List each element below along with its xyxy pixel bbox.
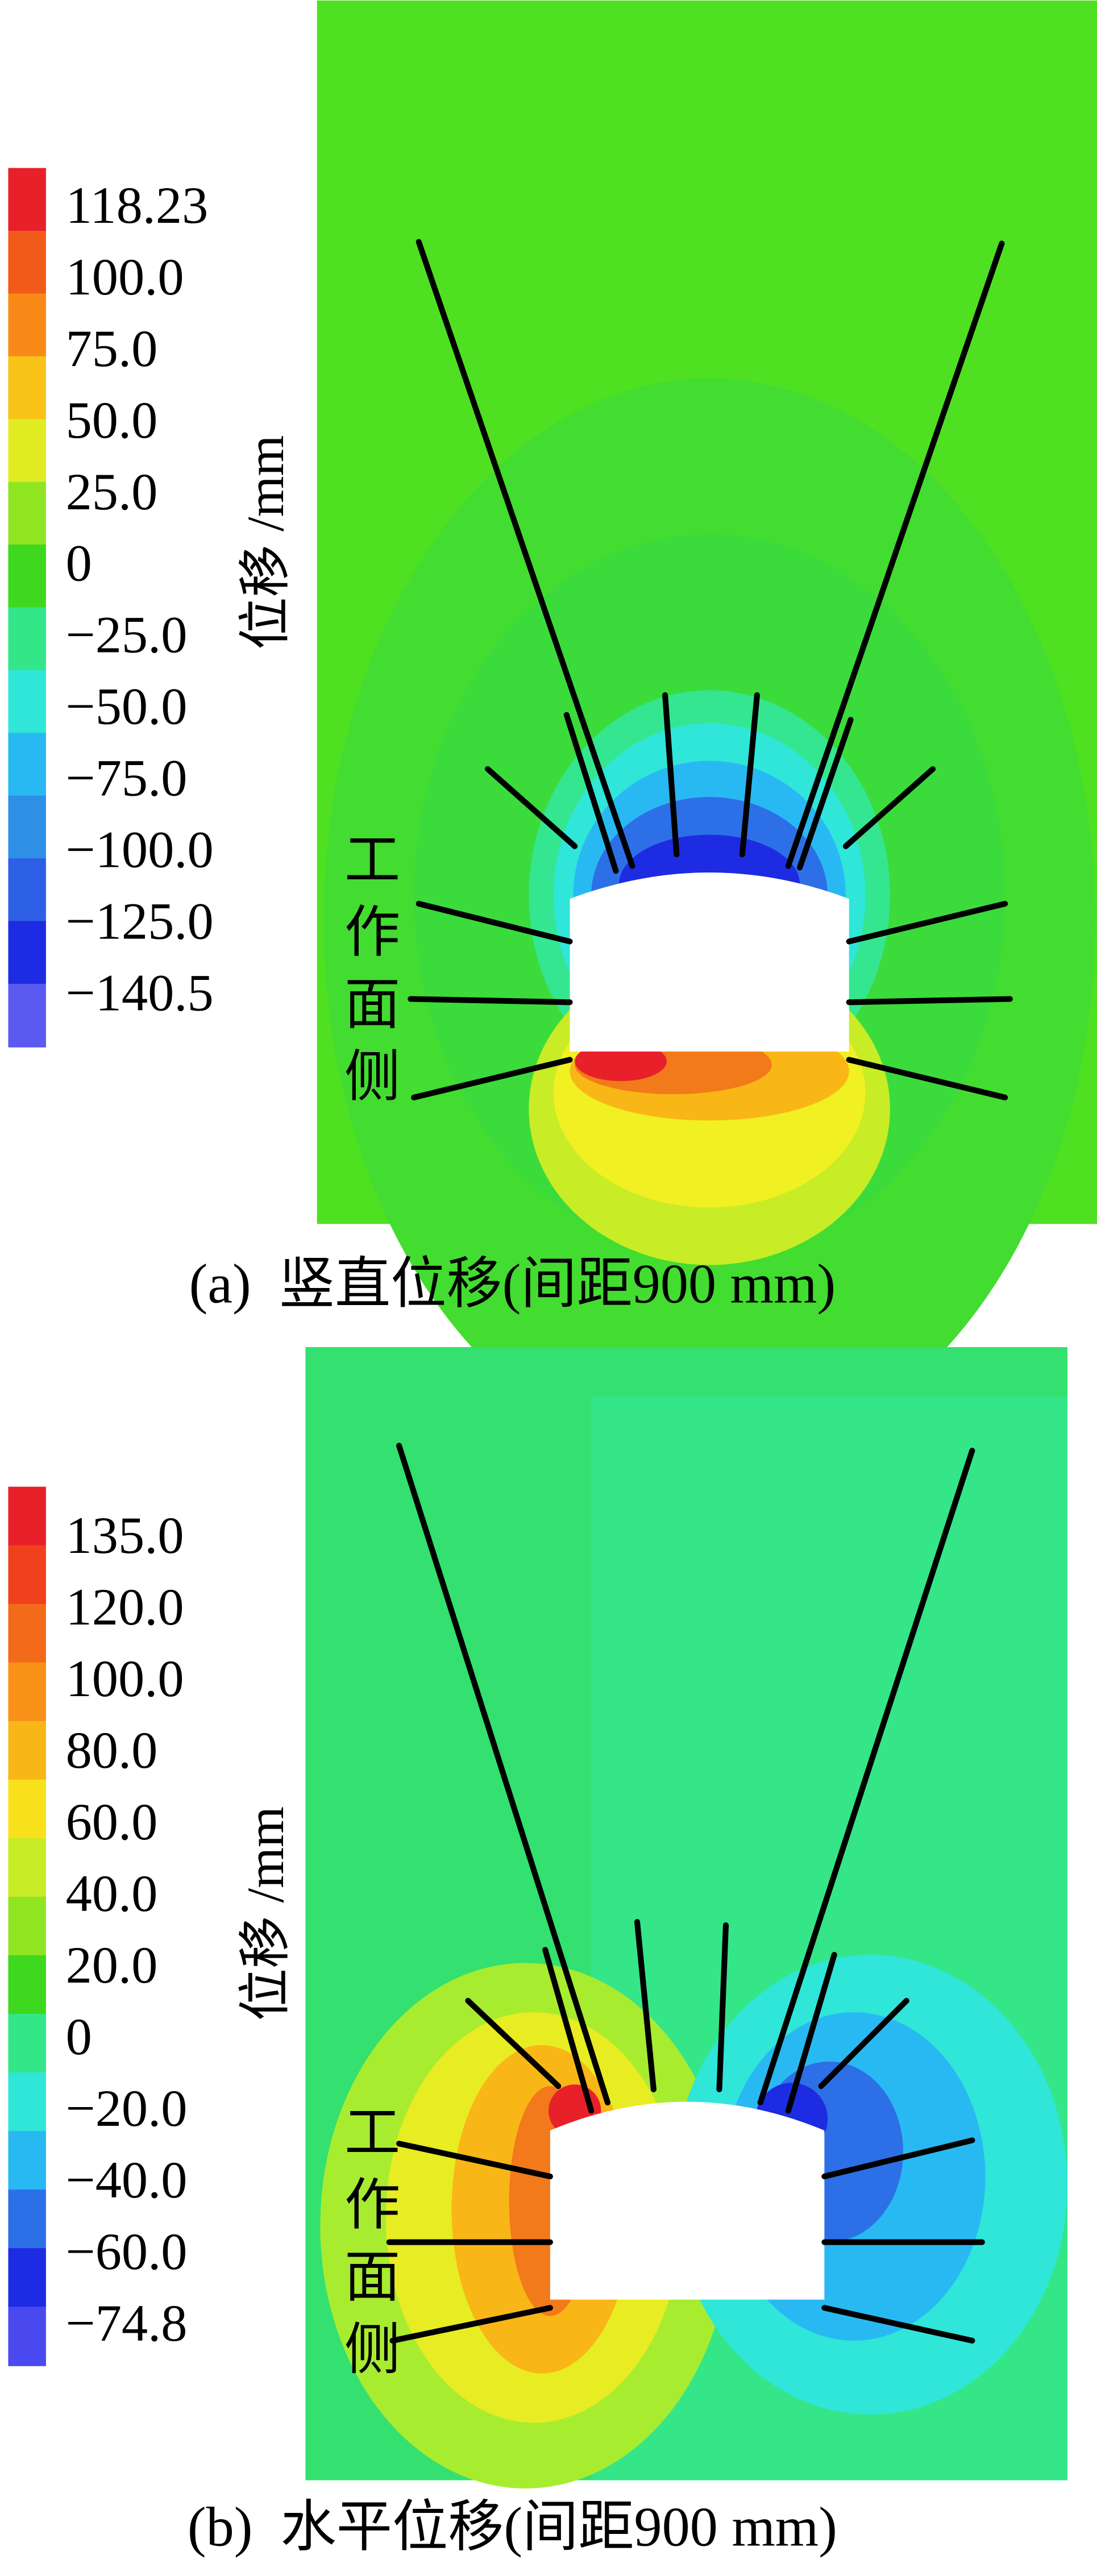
colorbar-segment <box>8 2248 46 2308</box>
colorbar-segment <box>8 230 46 294</box>
caption: (a) 竖直位移(间距900 mm) <box>189 1253 836 1315</box>
colorbar-segment <box>8 1721 46 1781</box>
colorbar-segment <box>8 1779 46 1839</box>
colorbar-label: 75.0 <box>66 319 158 377</box>
colorbar-segment <box>8 670 46 734</box>
colorbar-label: 60.0 <box>66 1793 158 1851</box>
colorbar-segment <box>8 2189 46 2249</box>
colorbar-segment <box>8 2072 46 2132</box>
colorbar-label: −50.0 <box>66 678 188 736</box>
colorbar-label: 0 <box>66 2008 92 2066</box>
colorbar-segment <box>8 419 46 483</box>
colorbar-segment <box>8 858 46 922</box>
colorbar-segment <box>8 2131 46 2191</box>
colorbar-segment <box>8 795 46 859</box>
colorbar-segment <box>8 1662 46 1722</box>
colorbar-segment <box>8 545 46 608</box>
colorbar-segment <box>8 293 46 358</box>
colorbar-segment <box>8 2014 46 2074</box>
colorbar-segment <box>8 2307 46 2366</box>
colorbar-label: −100.0 <box>66 821 214 879</box>
contour-a <box>317 0 1097 1462</box>
colorbar-label: 0 <box>66 534 92 592</box>
colorbar-label: −74.8 <box>66 2294 188 2352</box>
colorbar-label: 20.0 <box>66 1936 158 1994</box>
colorbar-segment <box>8 733 46 797</box>
caption: (b) 水平位移(间距900 mm) <box>188 2496 837 2558</box>
colorbar-label: −40.0 <box>66 2151 188 2209</box>
colorbar-label: −75.0 <box>66 749 188 807</box>
colorbar-label: −140.5 <box>66 964 214 1022</box>
colorbar-label: −125.0 <box>66 892 214 950</box>
axis-label: 位移 /mm <box>236 435 294 650</box>
colorbar-segment <box>8 1545 46 1605</box>
contour-b <box>305 1347 1067 2489</box>
colorbar-label: −20.0 <box>66 2079 188 2137</box>
colorbar-segment <box>8 1838 46 1898</box>
colorbar-label: 135.0 <box>66 1506 184 1564</box>
side-label: 工作面侧 <box>336 2103 399 2392</box>
colorbar-label: 25.0 <box>66 463 158 521</box>
colorbar-segment <box>8 983 46 1048</box>
colorbar-segment <box>8 1603 46 1664</box>
colorbar-label: 40.0 <box>66 1864 158 1922</box>
colorbar-segment <box>8 356 46 420</box>
axis-label: 位移 /mm <box>236 1806 294 2021</box>
colorbar-label: 118.23 <box>66 176 209 234</box>
colorbar-segment <box>8 168 46 232</box>
colorbar-segment <box>8 607 46 671</box>
colorbar-label: 100.0 <box>66 248 184 306</box>
colorbar-label: 120.0 <box>66 1578 184 1636</box>
colorbar-segment <box>8 481 46 546</box>
colorbar-segment <box>8 1896 46 1956</box>
colorbar-segment <box>8 1955 46 2015</box>
colorbar-label: 50.0 <box>66 391 158 449</box>
side-label: 工作面侧 <box>336 830 399 1119</box>
colorbar-label: 80.0 <box>66 1721 158 1779</box>
colorbar-segment <box>8 921 46 985</box>
colorbar-label: −60.0 <box>66 2222 188 2280</box>
colorbar-label: 100.0 <box>66 1650 184 1707</box>
colorbar-segment <box>8 1486 46 1547</box>
colorbar-label: −25.0 <box>66 606 188 664</box>
